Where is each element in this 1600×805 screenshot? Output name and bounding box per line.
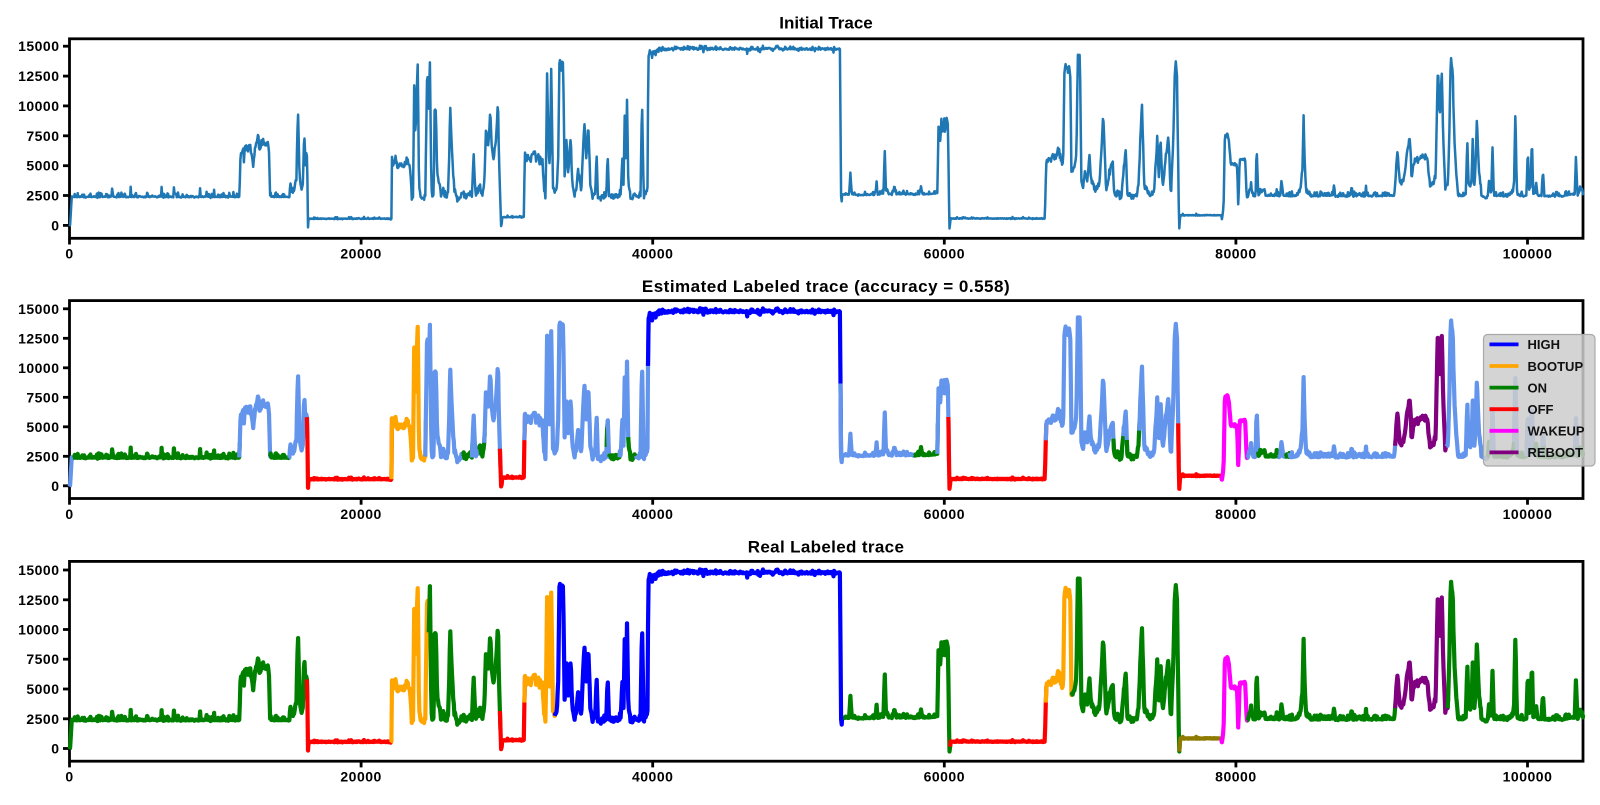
svg-text:2500: 2500 [26, 711, 59, 727]
svg-text:2500: 2500 [26, 448, 59, 464]
svg-text:0: 0 [51, 217, 59, 233]
svg-text:7500: 7500 [26, 128, 59, 144]
svg-text:5000: 5000 [26, 419, 59, 435]
svg-text:0: 0 [65, 246, 73, 262]
svg-text:20000: 20000 [340, 246, 381, 262]
svg-text:40000: 40000 [632, 769, 673, 785]
svg-text:ON: ON [1528, 380, 1548, 395]
svg-text:10000: 10000 [18, 360, 59, 376]
svg-text:60000: 60000 [924, 506, 965, 522]
svg-text:0: 0 [65, 506, 73, 522]
svg-text:WAKEUP: WAKEUP [1528, 424, 1585, 439]
svg-text:REBOOT: REBOOT [1528, 445, 1584, 460]
svg-text:100000: 100000 [1503, 769, 1553, 785]
svg-text:20000: 20000 [340, 769, 381, 785]
svg-text:20000: 20000 [340, 506, 381, 522]
svg-text:40000: 40000 [632, 506, 673, 522]
svg-text:100000: 100000 [1503, 246, 1553, 262]
svg-text:5000: 5000 [26, 681, 59, 697]
svg-text:Real Labeled trace: Real Labeled trace [748, 538, 905, 557]
svg-text:15000: 15000 [18, 562, 59, 578]
svg-text:60000: 60000 [924, 769, 965, 785]
svg-text:Estimated Labeled trace (accur: Estimated Labeled trace (accuracy = 0.55… [642, 277, 1010, 296]
svg-text:80000: 80000 [1215, 506, 1256, 522]
svg-text:Initial Trace: Initial Trace [779, 14, 873, 33]
svg-text:OFF: OFF [1528, 402, 1554, 417]
svg-text:HIGH: HIGH [1528, 337, 1561, 352]
svg-text:5000: 5000 [26, 158, 59, 174]
svg-text:100000: 100000 [1503, 506, 1553, 522]
svg-text:BOOTUP: BOOTUP [1528, 359, 1584, 374]
svg-text:0: 0 [51, 478, 59, 494]
svg-text:10000: 10000 [18, 98, 59, 114]
svg-text:80000: 80000 [1215, 246, 1256, 262]
svg-text:0: 0 [65, 769, 73, 785]
svg-text:7500: 7500 [26, 651, 59, 667]
svg-text:80000: 80000 [1215, 769, 1256, 785]
svg-text:0: 0 [51, 741, 59, 757]
svg-text:60000: 60000 [924, 246, 965, 262]
svg-text:10000: 10000 [18, 622, 59, 638]
svg-text:12500: 12500 [18, 592, 59, 608]
svg-text:12500: 12500 [18, 330, 59, 346]
svg-text:40000: 40000 [632, 246, 673, 262]
svg-text:2500: 2500 [26, 188, 59, 204]
svg-text:15000: 15000 [18, 301, 59, 317]
svg-text:15000: 15000 [18, 38, 59, 54]
svg-text:7500: 7500 [26, 389, 59, 405]
svg-text:12500: 12500 [18, 68, 59, 84]
